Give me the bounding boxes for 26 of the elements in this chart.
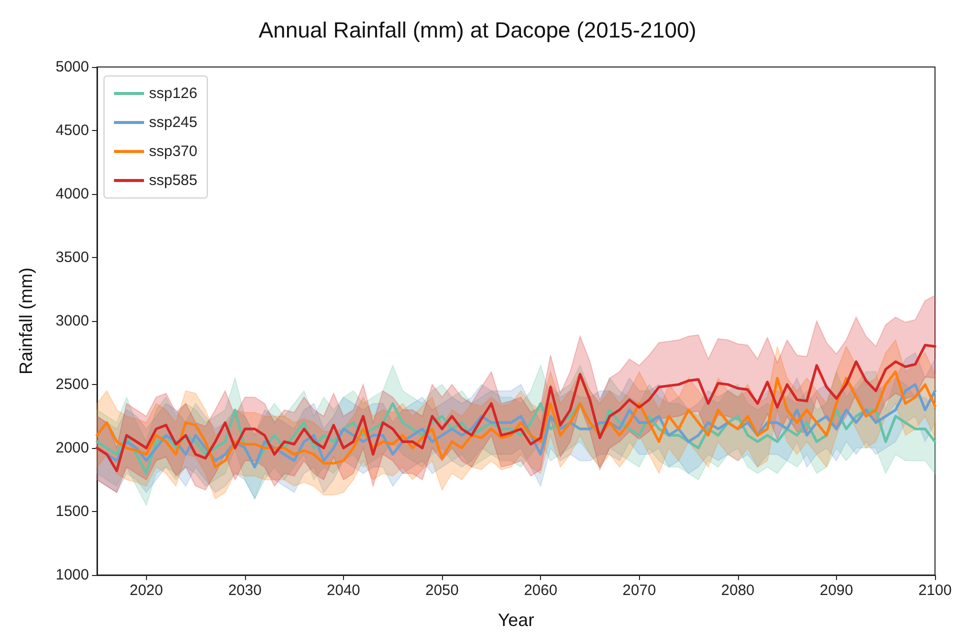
x-axis-title: Year	[498, 610, 534, 630]
x-tick-label: 2060	[524, 582, 558, 599]
y-tick-label: 3000	[56, 312, 89, 330]
x-tick-label: 2030	[228, 582, 262, 599]
y-tick-label: 2500	[56, 376, 89, 393]
y-tick-label: 1500	[56, 503, 89, 520]
x-tick-label: 2020	[130, 582, 163, 599]
x-tick-label: 2050	[425, 582, 459, 599]
legend-label: ssp245	[149, 114, 198, 131]
legend-label: ssp585	[149, 172, 198, 189]
chart-title: Annual Rainfall (mm) at Dacope (2015-2100)	[258, 18, 696, 42]
y-tick-label: 4000	[56, 186, 89, 202]
x-tick-label: 2040	[326, 582, 360, 599]
y-tick-label: 5000	[56, 58, 89, 76]
line-series	[96, 344, 936, 472]
x-tick-label: 2090	[820, 582, 854, 599]
x-tick-label: 2080	[721, 582, 755, 599]
x-tick-label: 2070	[622, 582, 656, 599]
y-tick-label: 3500	[56, 249, 89, 266]
x-tick-label: 2100	[918, 582, 952, 599]
legend-label: ssp126	[149, 85, 198, 102]
y-tick-label: 1000	[56, 566, 89, 584]
y-tick-label: 2000	[56, 440, 89, 456]
y-tick-label: 4500	[56, 122, 89, 139]
legend-label: ssp370	[149, 143, 198, 160]
y-axis-title: Rainfall (mm)	[16, 267, 36, 375]
